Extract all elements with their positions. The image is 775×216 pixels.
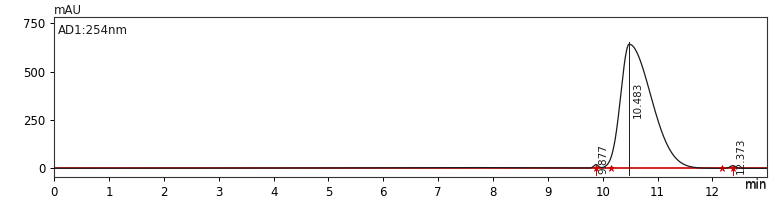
Text: min: min: [745, 179, 767, 192]
Text: 9.877: 9.877: [599, 144, 608, 174]
Text: 12.373: 12.373: [735, 138, 746, 174]
Text: AD1:254nm: AD1:254nm: [58, 24, 128, 37]
Text: 10.483: 10.483: [632, 82, 642, 118]
Text: mAU: mAU: [54, 4, 82, 17]
Text: min: min: [745, 178, 767, 191]
